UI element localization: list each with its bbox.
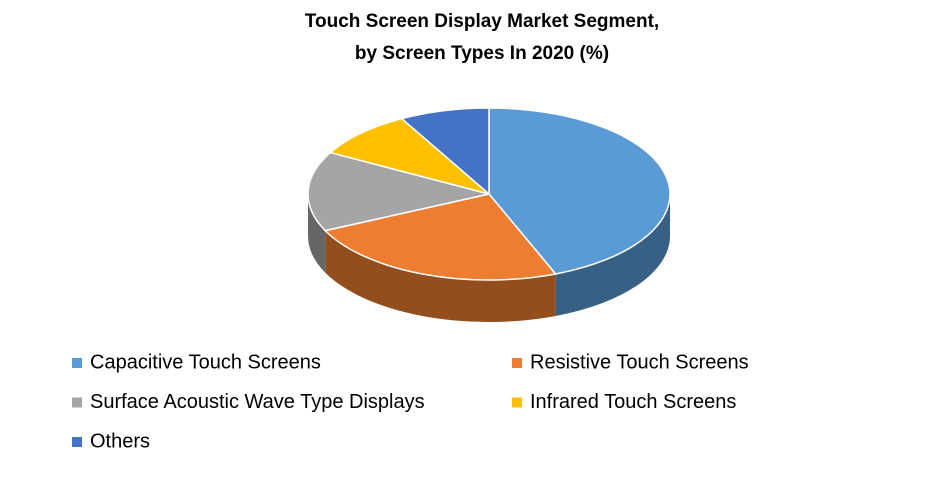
- legend-swatch: [512, 397, 522, 408]
- legend-label: Capacitive Touch Screens: [90, 351, 321, 373]
- slice-side: [325, 230, 556, 323]
- slice: [328, 117, 490, 195]
- legend-label: Infrared Touch Screens: [530, 391, 736, 413]
- chart-title: Touch Screen Display Market Segment,: [305, 11, 659, 32]
- legend-swatch: [72, 437, 82, 447]
- legend-label: Others: [90, 430, 150, 452]
- legend-swatch: [72, 397, 82, 408]
- legend-label: Surface Acoustic Wave Type Displays: [90, 391, 425, 413]
- legend-swatch: [512, 358, 522, 368]
- chart-title: by Screen Types In 2020 (%): [355, 43, 609, 64]
- legend-label: Resistive Touch Screens: [530, 351, 749, 373]
- slice: [307, 151, 490, 232]
- slice: [323, 193, 558, 281]
- legend-swatch: [72, 358, 82, 368]
- slice: [488, 107, 671, 275]
- slice-side: [555, 194, 670, 316]
- slice: [400, 107, 490, 196]
